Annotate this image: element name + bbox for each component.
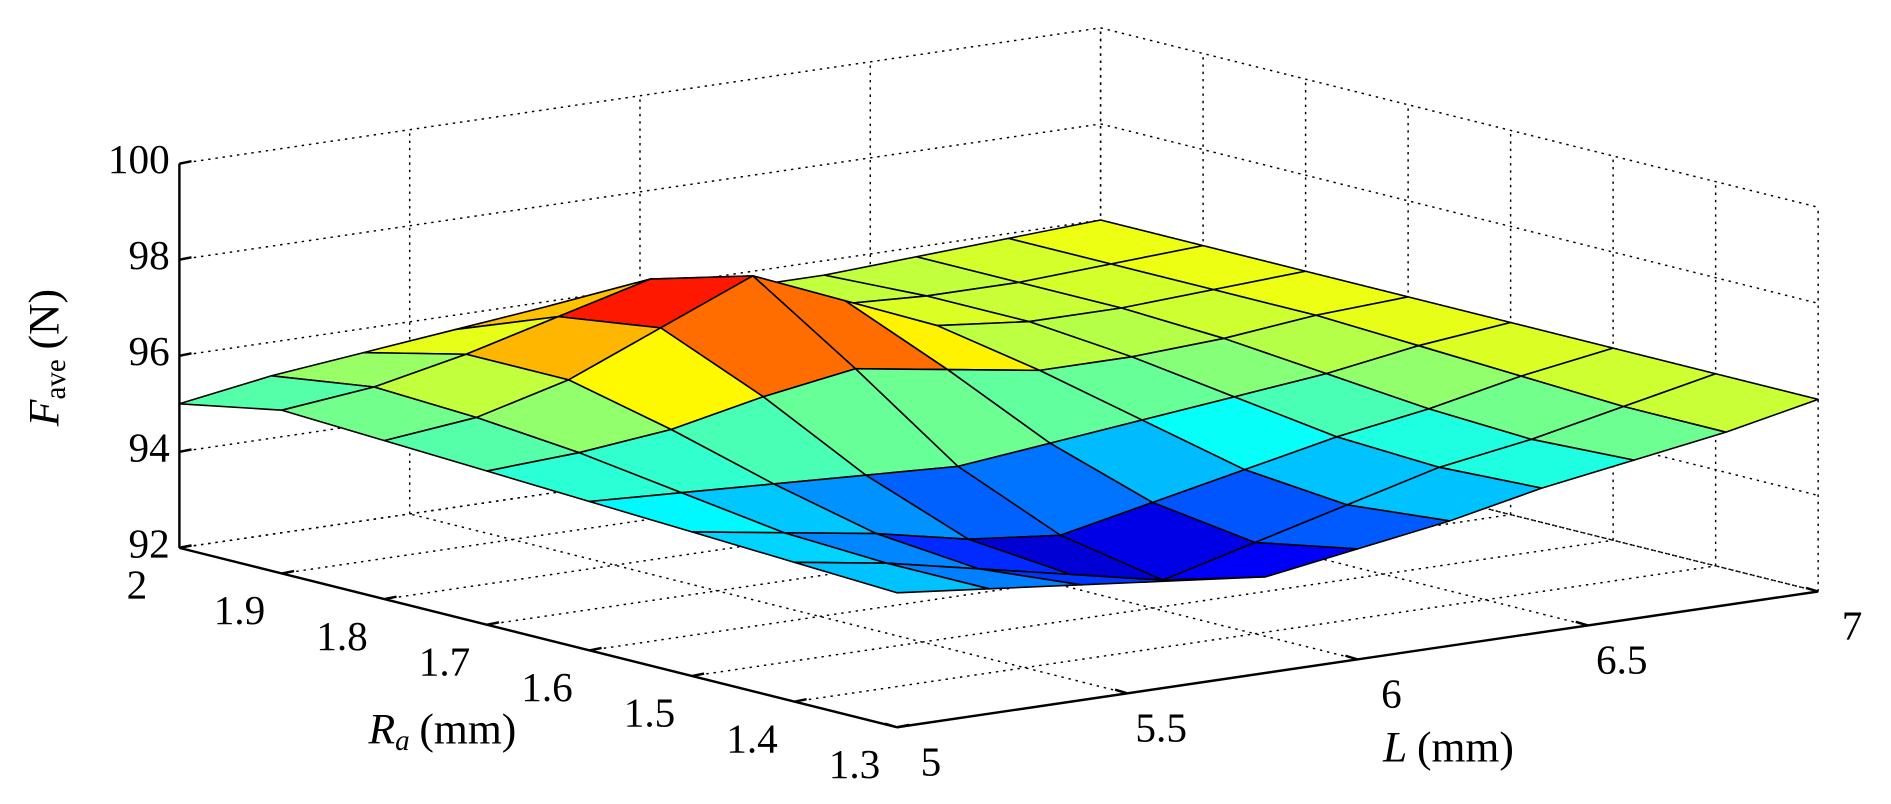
y-tick-label: 1.5 <box>624 690 676 736</box>
y-tick-label: 1.6 <box>521 664 573 710</box>
z-tick-label: 92 <box>128 520 169 566</box>
tick-mark <box>179 448 192 453</box>
y-axis-label: Ra (mm) <box>368 705 517 756</box>
z-label-symbol: F <box>20 398 68 427</box>
y-tick-label: 1.9 <box>214 587 266 633</box>
y-tick-label: 1.4 <box>726 715 778 761</box>
x-axis-label: L (mm) <box>1382 724 1514 772</box>
tick-mark <box>179 160 192 165</box>
z-tick-label: 94 <box>128 424 169 470</box>
tick-mark <box>691 672 705 678</box>
x-tick-label: 6.5 <box>1596 637 1648 683</box>
x-tick-label: 6 <box>1381 671 1402 717</box>
tick-mark <box>1114 688 1128 695</box>
tick-mark <box>1345 654 1358 661</box>
z-axis-label: Fave (N) <box>20 289 71 427</box>
y-axis <box>179 546 898 729</box>
plot: Fave(N) Ra (mm) L (mm) 929496981001.31.41.… <box>20 27 1863 787</box>
tick-mark <box>179 544 192 550</box>
z-label-unit: (N) <box>20 289 68 350</box>
tick-mark <box>1575 620 1589 627</box>
tick-mark <box>589 646 602 652</box>
x-label-unit: (mm) <box>1417 724 1514 772</box>
grid-line <box>179 123 1101 261</box>
tick-mark <box>884 722 898 729</box>
tick-mark <box>384 595 397 601</box>
y-tick-label: 1.8 <box>316 613 368 659</box>
grid-line <box>1100 27 1819 208</box>
y-tick-label: 2 <box>127 562 148 608</box>
y-tick-label: 1.3 <box>829 741 881 787</box>
z-tick-label: 96 <box>128 328 169 374</box>
tick-mark <box>896 723 910 729</box>
tick-mark <box>794 698 807 703</box>
z-label-sub: ave <box>40 359 72 399</box>
x-tick-label: 7 <box>1842 603 1863 649</box>
y-tick-label: 1.7 <box>419 638 471 684</box>
grid-line <box>691 539 1614 677</box>
x-tick-label: 5.5 <box>1135 705 1187 751</box>
tick-mark <box>179 256 192 261</box>
tick-mark <box>1805 586 1819 593</box>
y-label-unit: (mm) <box>419 705 516 753</box>
grid-line <box>794 565 1716 703</box>
y-label-symbol: R <box>368 705 396 753</box>
z-tick-label: 98 <box>128 232 169 278</box>
x-tick-label: 5 <box>921 739 942 785</box>
grid-line <box>179 27 1101 165</box>
y-label-sub: a <box>395 725 410 757</box>
tick-mark <box>486 621 500 626</box>
tick-mark <box>179 352 192 357</box>
x-label-symbol: L <box>1382 724 1407 772</box>
surface-patch <box>793 561 990 594</box>
tick-mark <box>281 569 295 575</box>
z-tick-label: 100 <box>108 136 170 182</box>
